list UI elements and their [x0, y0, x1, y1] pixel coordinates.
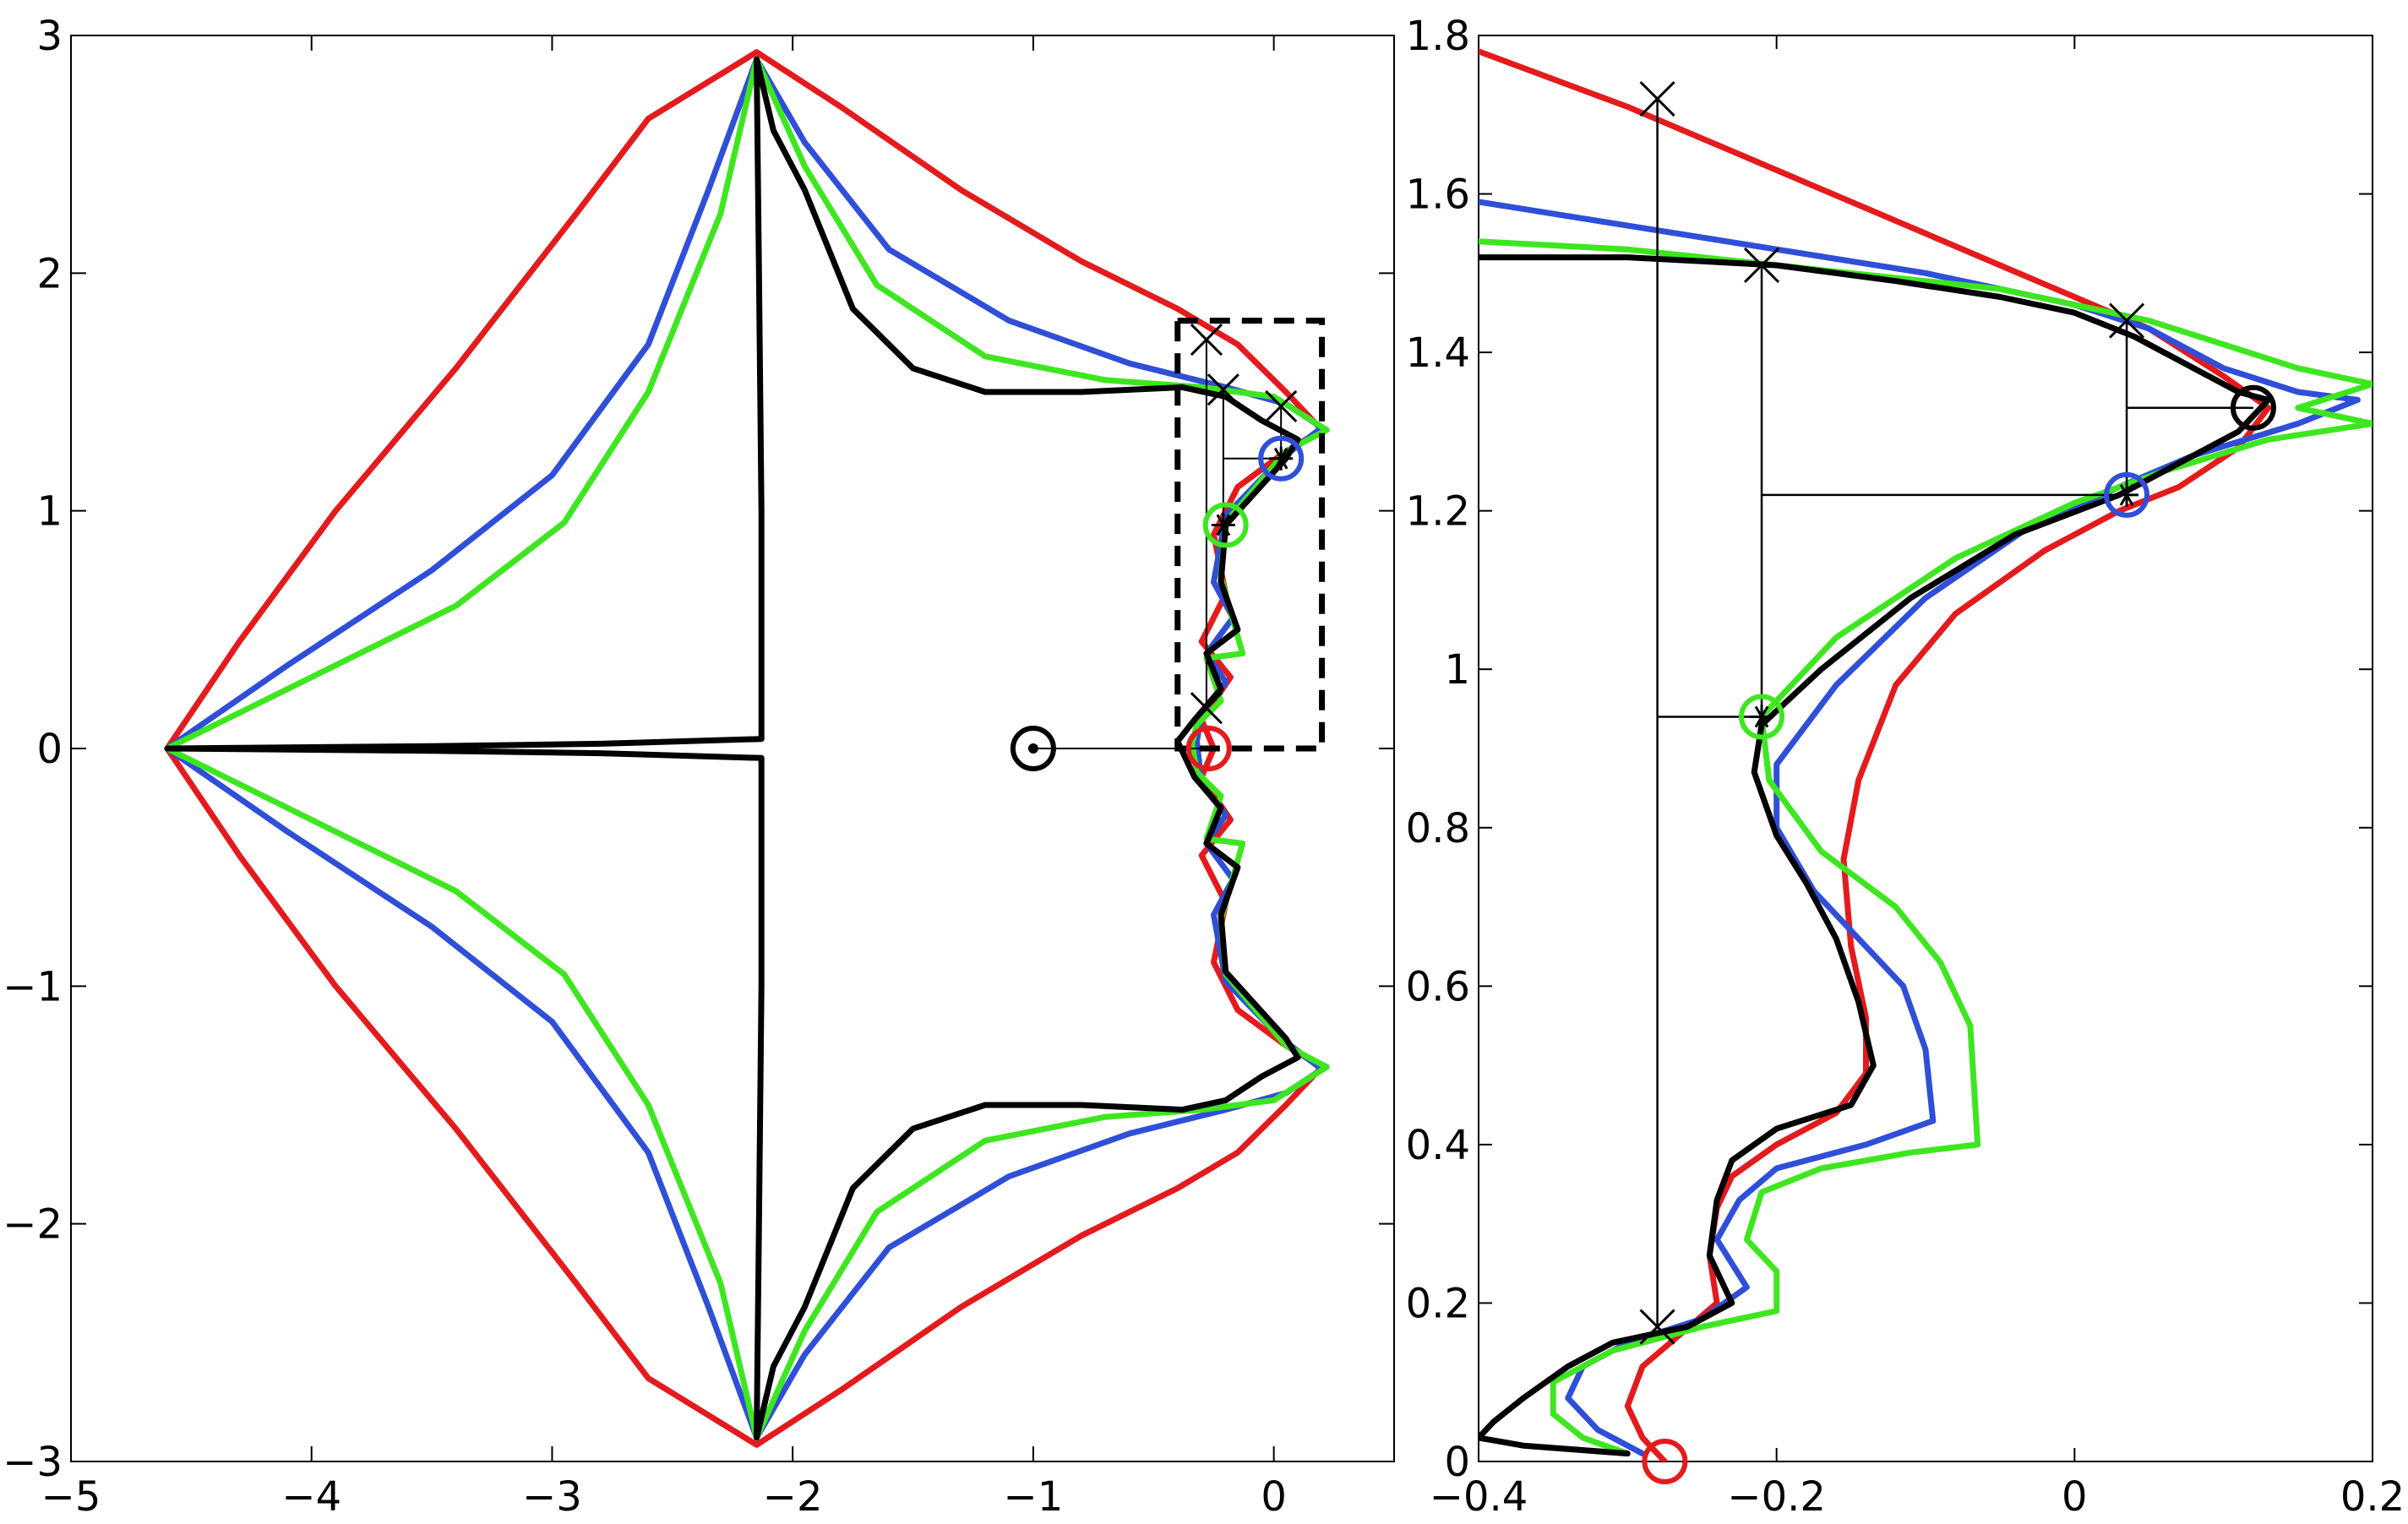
- y-tick-label: 1: [1444, 646, 1470, 694]
- x-tick-label: −4: [281, 1473, 341, 1521]
- x-tick-label: 0: [1261, 1473, 1287, 1521]
- y-tick-label: 0.8: [1406, 805, 1470, 852]
- right-zoom-chart-panel: −0.4 −0.2 0 0.2 1.8 1.6 1.4 1.2 1 0.8 0.6 0.4 0.2 0: [1406, 13, 2405, 1521]
- x-tick-label: −0.2: [1727, 1473, 1826, 1521]
- axes-frame: [1478, 35, 2373, 1462]
- y-tick-label: 3: [36, 13, 63, 60]
- circle-marker-red: [1642, 1439, 1688, 1484]
- x-tick-label: 0: [2062, 1473, 2088, 1521]
- y-tick-label: 0.6: [1406, 963, 1470, 1010]
- y-tick-label: 0.2: [1406, 1280, 1470, 1327]
- zoom-region-box: [1174, 318, 1326, 752]
- star-marker: [1211, 513, 1235, 537]
- x-marker: [1743, 247, 1780, 284]
- x-marker: [1207, 373, 1239, 406]
- star-marker: [1269, 446, 1294, 471]
- y-tick-label: −3: [3, 1439, 63, 1486]
- y-tick-label: 1: [36, 488, 63, 536]
- series-line-blue: [164, 56, 1326, 1441]
- y-tick-label: 0: [36, 726, 63, 773]
- circle-marker-green: [1202, 502, 1249, 548]
- x-marker: [1190, 692, 1223, 725]
- y-tick-label: −2: [3, 1201, 63, 1249]
- x-tick-label: −3: [522, 1473, 582, 1521]
- circle-marker-blue: [2104, 471, 2150, 518]
- series-line-green: [1479, 238, 2373, 1457]
- x-marker: [2108, 302, 2145, 339]
- x-tick-label: −1: [1004, 1473, 1064, 1521]
- x-marker: [1639, 1309, 1675, 1345]
- y-tick-label: −1: [3, 963, 63, 1010]
- y-tick-label: 1.6: [1406, 171, 1470, 219]
- x-tick-label: −0.4: [1430, 1473, 1528, 1521]
- plot-area: [1479, 48, 2373, 1461]
- x-marker: [1265, 389, 1298, 422]
- x-tick-label: 0.2: [2340, 1473, 2405, 1521]
- left-chart-panel: −5 −4 −3 −2 −1 0 3 2 1 0 −1 −2 −3: [3, 13, 1395, 1521]
- circle-marker-black: [2230, 384, 2276, 431]
- star-marker: [1750, 705, 1774, 729]
- y-tick-label: 0: [1444, 1439, 1470, 1486]
- circle-marker-green: [1739, 694, 1785, 740]
- circle-marker-red: [1185, 726, 1232, 771]
- star-marker: [2115, 482, 2139, 507]
- y-tick-label: 2: [36, 250, 63, 297]
- x-tick-label: −2: [763, 1473, 823, 1521]
- y-tick-label: 1.2: [1406, 488, 1470, 536]
- y-tick-label: 1.8: [1406, 13, 1470, 60]
- x-marker: [1190, 324, 1223, 357]
- series-line-black: [1479, 254, 2272, 1457]
- circle-marker-blue: [1258, 435, 1305, 482]
- x-marker: [1639, 80, 1675, 117]
- circle-marker-black: [1010, 726, 1056, 771]
- series-line-red: [1479, 48, 2272, 1461]
- series-line-green: [164, 56, 1330, 1441]
- x-tick-label: −5: [41, 1473, 101, 1521]
- series-line-blue: [1479, 199, 2361, 1457]
- y-tick-label: 1.4: [1406, 329, 1470, 377]
- y-tick-label: 0.4: [1406, 1122, 1470, 1169]
